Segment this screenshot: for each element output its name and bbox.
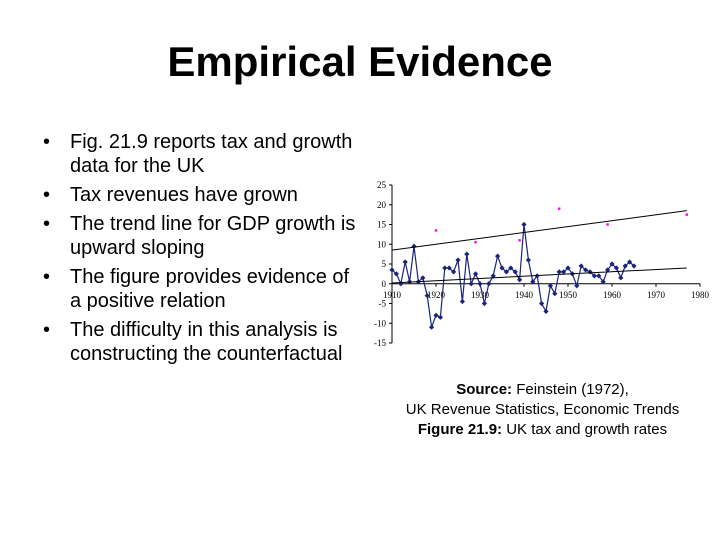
tax-growth-chart: 25 20 15 10 5 0 -5 -10 -15 1910 1920 1930 1940 1950 19… <box>374 180 710 348</box>
bullet-item: • Tax revenues have grown <box>40 183 360 207</box>
y-tick-label: 15 <box>377 220 387 230</box>
growth-point <box>521 221 527 228</box>
x-tick-label: 1910 <box>383 290 402 300</box>
bullet-text: Tax revenues have grown <box>70 184 298 206</box>
growth-point <box>539 300 545 307</box>
bullet-text: The difficulty in this analysis is const… <box>70 319 343 365</box>
x-tick-label: 1920 <box>427 290 446 300</box>
caption-source-line-2: UK Revenue Statistics, Economic Trends <box>405 401 680 418</box>
trend-line <box>391 267 687 284</box>
bullet-text: The figure provides evidence of a positi… <box>70 266 350 312</box>
caption-source-line: Source: Feinstein (1972), <box>370 380 715 400</box>
growth-point <box>437 314 443 320</box>
x-tick-label: 1980 <box>691 290 710 300</box>
source-label: Source: <box>456 381 513 398</box>
growth-point <box>473 271 479 277</box>
tax-point <box>606 223 609 226</box>
bullet-marker: • <box>43 266 51 288</box>
bullet-item: • The difficulty in this analysis is cons… <box>40 318 360 366</box>
growth-point <box>477 281 483 287</box>
figure-label: Figure 21.9: <box>417 421 503 438</box>
y-tick-label: -5 <box>379 299 387 309</box>
growth-point <box>525 257 531 263</box>
growth-point <box>402 259 408 265</box>
bullet-marker: • <box>43 131 51 153</box>
bullet-text: The trend line for GDP growth is upward … <box>70 213 356 259</box>
trend-line <box>391 210 687 251</box>
growth-point <box>486 281 492 287</box>
growth-point <box>464 251 470 257</box>
bullet-marker: • <box>43 213 51 235</box>
growth-point <box>543 308 549 314</box>
growth-point <box>481 300 487 307</box>
x-tick-label: 1970 <box>647 290 666 300</box>
y-tick-label: 0 <box>382 279 387 289</box>
tax-point <box>518 239 521 242</box>
x-tick-label: 1930 <box>471 290 490 300</box>
growth-point <box>609 261 615 267</box>
growth-point <box>552 291 558 297</box>
y-tick-label: -15 <box>374 338 386 348</box>
figure-caption: Source: Feinstein (1972), UK Revenue Sta… <box>370 380 715 440</box>
x-tick-label: 1950 <box>559 290 578 300</box>
bullet-item: • The trend line for GDP growth is upward… <box>40 212 360 260</box>
tax-point <box>474 241 477 244</box>
growth-point <box>411 243 417 249</box>
bullet-list: • Fig. 21.9 reports tax and growth data f… <box>40 130 360 371</box>
source-text: Feinstein (1972), <box>516 381 629 398</box>
growth-point <box>389 267 395 273</box>
tax-point <box>685 213 688 216</box>
tax-point <box>558 207 561 210</box>
y-tick-label: 5 <box>382 259 387 269</box>
slide-title: Empirical Evidence <box>167 38 553 85</box>
growth-point <box>517 277 523 283</box>
growth-point <box>495 253 501 259</box>
tax-point <box>434 229 438 232</box>
y-tick-label: 10 <box>377 239 387 249</box>
growth-point <box>455 257 461 263</box>
caption-figure-line: Figure 21.9: UK tax and growth rates <box>370 420 715 440</box>
x-tick-label: 1960 <box>603 290 622 300</box>
growth-point <box>627 259 633 265</box>
bullet-item: • The figure provides evidence of a posit… <box>40 265 360 313</box>
growth-point <box>459 298 465 305</box>
growth-point <box>429 324 435 330</box>
y-tick-label: -10 <box>374 318 386 328</box>
bullet-text: Fig. 21.9 reports tax and growth data fo… <box>70 131 353 177</box>
growth-point <box>499 265 505 271</box>
growth-point <box>618 275 624 281</box>
bullet-marker: • <box>43 184 51 206</box>
growth-point <box>468 281 474 287</box>
bullet-item: • Fig. 21.9 reports tax and growth data f… <box>40 130 360 178</box>
growth-point <box>565 265 571 271</box>
bullet-marker: • <box>43 319 51 341</box>
growth-point <box>433 312 439 318</box>
x-tick-label: 1940 <box>515 290 534 300</box>
figure-text: UK tax and growth rates <box>506 421 668 438</box>
growth-point <box>393 271 399 277</box>
y-tick-label: 20 <box>377 200 387 210</box>
y-tick-label: 25 <box>377 180 387 190</box>
